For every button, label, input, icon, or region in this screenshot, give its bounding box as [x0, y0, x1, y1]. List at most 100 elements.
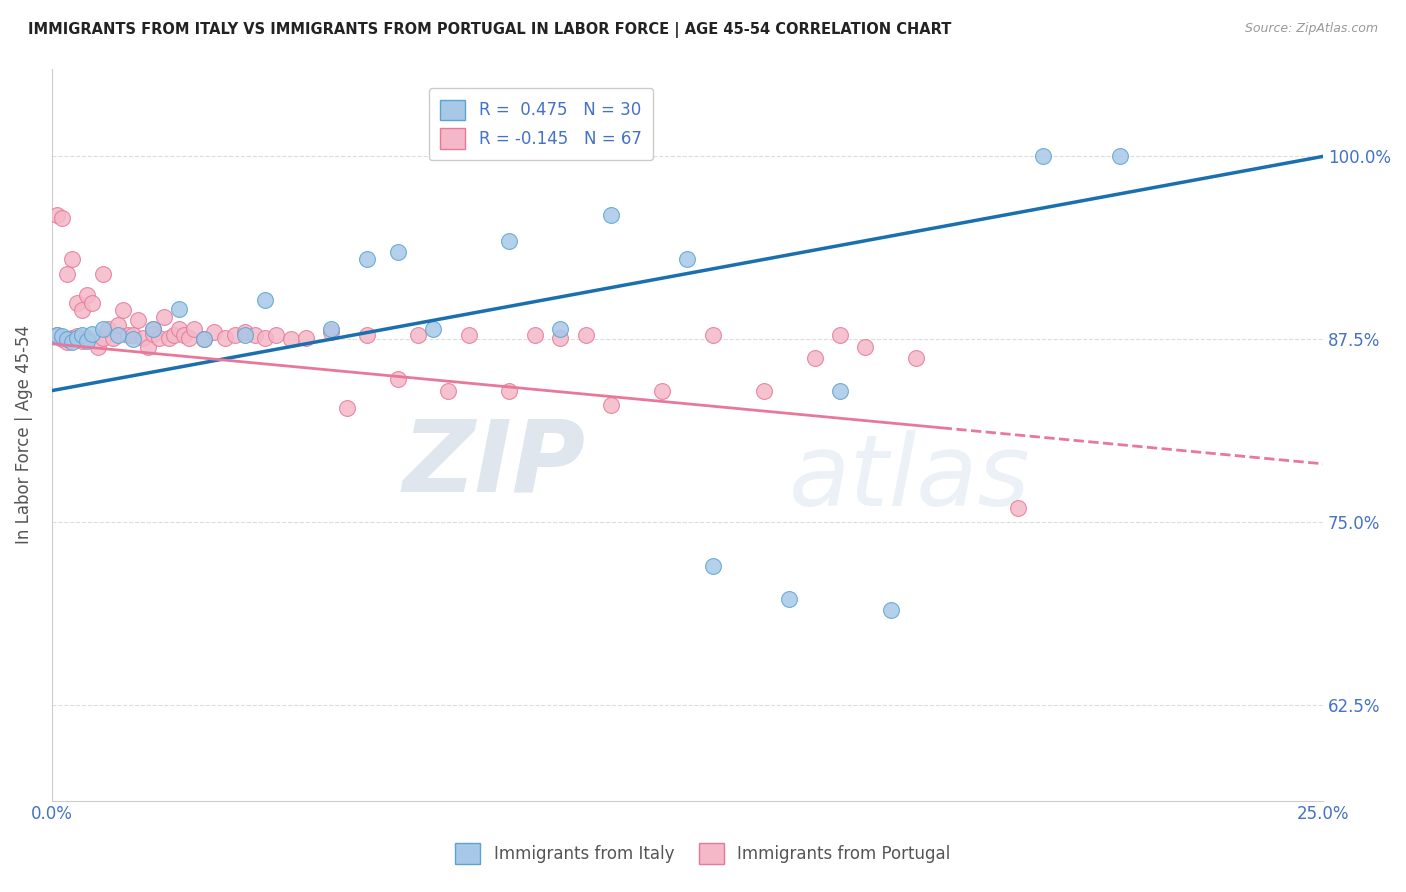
Point	[82, 326, 104, 341]
Point	[193, 332, 215, 346]
Point	[264, 328, 287, 343]
Point	[233, 325, 256, 339]
Point	[600, 208, 623, 222]
Point	[142, 326, 165, 341]
Point	[295, 331, 318, 345]
Text: ZIP: ZIP	[402, 416, 586, 512]
Point	[498, 235, 520, 249]
Point	[600, 398, 623, 412]
Point	[1032, 149, 1054, 163]
Point	[356, 252, 378, 266]
Point	[177, 331, 200, 345]
Point	[60, 331, 83, 345]
Point	[122, 328, 145, 343]
Point	[550, 322, 572, 336]
Point	[72, 334, 94, 348]
Legend: Immigrants from Italy, Immigrants from Portugal: Immigrants from Italy, Immigrants from P…	[449, 837, 957, 871]
Text: Source: ZipAtlas.com: Source: ZipAtlas.com	[1244, 22, 1378, 36]
Point	[905, 351, 928, 366]
Point	[66, 295, 89, 310]
Point	[752, 384, 775, 398]
Point	[45, 208, 67, 222]
Point	[167, 301, 190, 316]
Point	[66, 329, 89, 343]
Point	[233, 328, 256, 343]
Point	[76, 331, 98, 345]
Point	[254, 293, 277, 307]
Point	[91, 267, 114, 281]
Point	[138, 340, 160, 354]
Point	[86, 340, 108, 354]
Point	[702, 559, 724, 574]
Point	[127, 313, 149, 327]
Point	[1108, 149, 1130, 163]
Point	[224, 328, 246, 343]
Point	[66, 331, 89, 345]
Point	[117, 328, 139, 343]
Point	[148, 331, 170, 345]
Point	[356, 328, 378, 343]
Point	[60, 252, 83, 266]
Point	[422, 322, 444, 336]
Point	[51, 211, 73, 225]
Point	[107, 328, 129, 343]
Point	[76, 288, 98, 302]
Point	[336, 401, 359, 416]
Point	[45, 328, 67, 343]
Point	[183, 322, 205, 336]
Point	[550, 331, 572, 345]
Point	[51, 332, 73, 346]
Point	[321, 325, 343, 339]
Point	[387, 372, 409, 386]
Point	[56, 332, 79, 346]
Point	[152, 310, 174, 325]
Point	[101, 331, 124, 345]
Point	[60, 335, 83, 350]
Point	[193, 332, 215, 346]
Point	[97, 322, 120, 336]
Legend: R =  0.475   N = 30, R = -0.145   N = 67: R = 0.475 N = 30, R = -0.145 N = 67	[429, 87, 654, 161]
Point	[214, 331, 236, 345]
Point	[457, 328, 479, 343]
Point	[157, 331, 180, 345]
Point	[702, 328, 724, 343]
Point	[803, 351, 825, 366]
Point	[204, 325, 226, 339]
Point	[51, 329, 73, 343]
Point	[498, 384, 520, 398]
Point	[111, 303, 134, 318]
Point	[387, 244, 409, 259]
Point	[254, 331, 277, 345]
Point	[778, 591, 800, 606]
Point	[321, 322, 343, 336]
Point	[280, 332, 302, 346]
Point	[855, 340, 877, 354]
Point	[173, 328, 195, 343]
Point	[676, 252, 699, 266]
Point	[132, 331, 155, 345]
Point	[76, 334, 98, 348]
Point	[91, 322, 114, 336]
Y-axis label: In Labor Force | Age 45-54: In Labor Force | Age 45-54	[15, 325, 32, 544]
Point	[243, 328, 266, 343]
Point	[1007, 500, 1029, 515]
Point	[880, 603, 903, 617]
Point	[163, 328, 186, 343]
Point	[45, 328, 67, 343]
Point	[122, 332, 145, 346]
Point	[167, 322, 190, 336]
Point	[91, 331, 114, 345]
Point	[82, 295, 104, 310]
Point	[72, 303, 94, 318]
Point	[406, 328, 429, 343]
Point	[575, 328, 598, 343]
Text: IMMIGRANTS FROM ITALY VS IMMIGRANTS FROM PORTUGAL IN LABOR FORCE | AGE 45-54 COR: IMMIGRANTS FROM ITALY VS IMMIGRANTS FROM…	[28, 22, 952, 38]
Point	[142, 322, 165, 336]
Point	[56, 335, 79, 350]
Point	[828, 328, 851, 343]
Point	[107, 318, 129, 332]
Point	[523, 328, 546, 343]
Point	[437, 384, 460, 398]
Point	[56, 267, 79, 281]
Point	[142, 322, 165, 336]
